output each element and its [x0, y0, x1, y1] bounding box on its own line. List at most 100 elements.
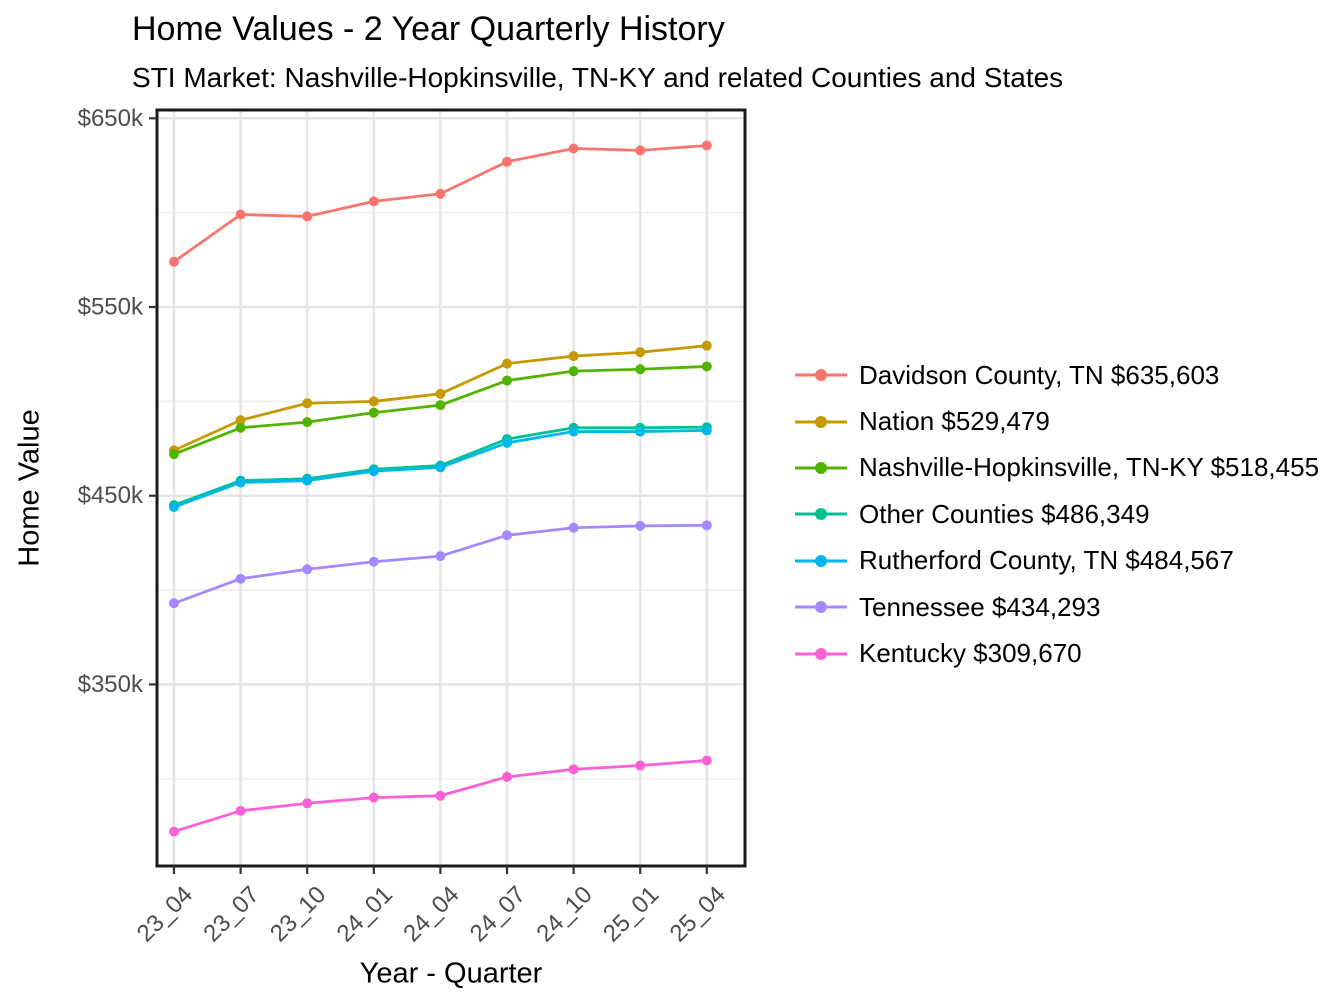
data-point [701, 340, 712, 351]
data-point [368, 196, 379, 207]
data-point [368, 396, 379, 407]
data-point [435, 400, 446, 411]
x-tick-label: 23_04 [132, 881, 198, 947]
legend-key-point [815, 369, 827, 382]
panel-background [157, 110, 745, 866]
legend-item: Nashville-Hopkinsville, TN-KY $518,455 [795, 445, 1319, 491]
legend-key-point [815, 647, 827, 660]
data-point [302, 798, 313, 809]
data-point [302, 211, 313, 222]
data-point [568, 351, 579, 362]
panel-border [155, 108, 747, 868]
data-point [435, 462, 446, 473]
data-point [568, 522, 579, 533]
legend-key-point [815, 508, 827, 521]
legend-item: Kentucky $309,670 [795, 630, 1319, 676]
data-point [568, 366, 579, 377]
data-point [235, 573, 246, 584]
data-point [235, 209, 246, 220]
legend-key-point [815, 601, 827, 614]
legend-key-icon [795, 554, 847, 567]
data-point [635, 145, 646, 156]
x-tick-label: 24_04 [398, 881, 464, 947]
data-point [635, 347, 646, 358]
x-axis-title: Year - Quarter [359, 957, 543, 990]
x-tick-label: 25_04 [665, 881, 731, 947]
y-tick-label: $350k [78, 671, 144, 698]
data-point [502, 358, 512, 369]
x-tick-label: 23_07 [198, 881, 264, 947]
legend-key-icon [795, 647, 847, 660]
data-point [568, 764, 579, 775]
y-tick-label: $550k [78, 294, 144, 321]
data-point [235, 415, 246, 426]
legend-item: Tennessee $434,293 [795, 584, 1319, 630]
x-tick-label: 24_01 [332, 881, 398, 947]
legend-key-icon [795, 369, 847, 382]
legend-label: Kentucky $309,670 [859, 638, 1082, 669]
data-point [302, 564, 313, 575]
data-point [169, 598, 179, 609]
data-point [635, 364, 646, 375]
data-point [368, 466, 379, 477]
chart-title: Home Values - 2 Year Quarterly History [132, 10, 725, 48]
data-point [502, 530, 512, 541]
data-point [169, 826, 179, 837]
data-point [701, 140, 712, 151]
data-point [435, 388, 446, 399]
legend-label: Davidson County, TN $635,603 [859, 359, 1220, 390]
data-point [502, 375, 512, 386]
legend-key-icon [795, 601, 847, 614]
legend-key-icon [795, 508, 847, 521]
data-point [302, 398, 313, 409]
data-point [502, 437, 512, 448]
data-point [368, 792, 379, 803]
data-point [302, 417, 313, 428]
data-point [635, 760, 646, 771]
data-point [435, 790, 446, 801]
data-point [701, 520, 712, 531]
x-tick-label: 25_01 [598, 881, 664, 947]
legend-key-point [815, 554, 827, 567]
data-point [368, 556, 379, 567]
x-tick-label: 24_07 [465, 881, 531, 947]
legend-label: Tennessee $434,293 [859, 591, 1101, 622]
data-point [635, 520, 646, 531]
x-tick-label: 23_10 [265, 881, 331, 947]
data-point [235, 477, 246, 488]
y-tick-label: $650k [78, 105, 144, 132]
data-point [568, 426, 579, 437]
legend-label: Other Counties $486,349 [859, 498, 1150, 529]
data-point [169, 256, 179, 267]
data-point [169, 502, 179, 513]
data-point [235, 805, 246, 816]
x-tick-label: 24_10 [531, 881, 597, 947]
data-point [435, 188, 446, 199]
legend-key-icon [795, 461, 847, 474]
data-point [701, 361, 712, 372]
legend: Davidson County, TN $635,603 Nation $529,… [795, 352, 1319, 677]
data-point [235, 422, 246, 433]
data-point [368, 407, 379, 418]
data-point [435, 551, 446, 562]
data-point [169, 449, 179, 460]
legend-key-point [815, 415, 827, 428]
data-point [568, 143, 579, 154]
legend-item: Davidson County, TN $635,603 [795, 352, 1319, 398]
legend-item: Other Counties $486,349 [795, 491, 1319, 537]
legend-label: Rutherford County, TN $484,567 [859, 545, 1234, 576]
data-point [701, 425, 712, 436]
chart-subtitle: STI Market: Nashville-Hopkinsville, TN-K… [132, 62, 1064, 93]
legend-label: Nashville-Hopkinsville, TN-KY $518,455 [859, 452, 1320, 483]
legend-key-icon [795, 415, 847, 428]
data-point [635, 426, 646, 437]
y-tick-label: $450k [78, 482, 144, 509]
legend-key-point [815, 461, 827, 474]
data-point [701, 755, 712, 766]
legend-item: Rutherford County, TN $484,567 [795, 538, 1319, 584]
data-point [502, 156, 512, 167]
legend-label: Nation $529,479 [859, 406, 1050, 437]
legend-item: Nation $529,479 [795, 398, 1319, 444]
